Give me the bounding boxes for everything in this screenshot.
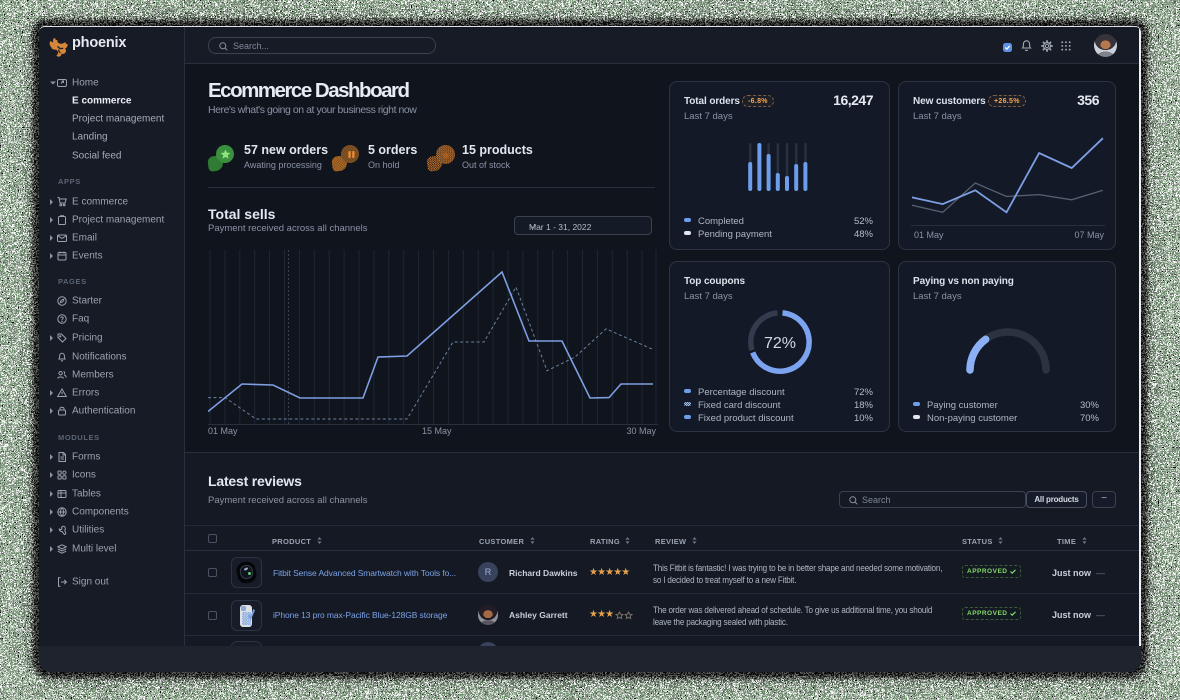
svg-text:01 May: 01 May	[914, 230, 944, 240]
svg-text:72%: 72%	[764, 335, 796, 352]
svg-text:07 May: 07 May	[1074, 230, 1104, 240]
svg-text:01 May: 01 May	[208, 426, 238, 436]
svg-text:30 May: 30 May	[626, 426, 656, 436]
svg-text:15 May: 15 May	[422, 426, 452, 436]
